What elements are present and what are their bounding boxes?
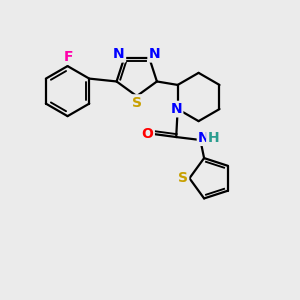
Text: N: N	[170, 102, 182, 116]
Text: F: F	[63, 50, 73, 64]
Text: S: S	[178, 171, 188, 185]
Text: N: N	[149, 47, 160, 61]
Text: H: H	[208, 130, 219, 145]
Text: O: O	[142, 127, 154, 141]
Text: N: N	[198, 130, 210, 145]
Text: N: N	[113, 47, 125, 61]
Text: S: S	[132, 96, 142, 110]
